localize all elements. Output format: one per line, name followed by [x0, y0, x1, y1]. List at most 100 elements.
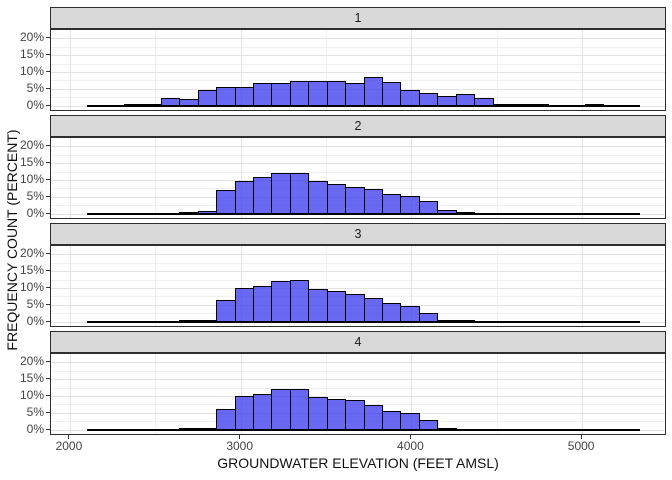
y-axis-tick-label: 10% — [19, 387, 44, 402]
histogram-bar — [235, 86, 254, 106]
gridline-vertical-major — [69, 354, 71, 434]
gridline-horizontal-major — [51, 163, 665, 165]
facet-strip-label: 4 — [354, 335, 362, 349]
gridline-vertical-major — [240, 30, 242, 110]
gridline-vertical-major — [69, 138, 71, 218]
y-axis-tick-label: 15% — [19, 371, 44, 386]
y-axis-tick — [46, 87, 50, 89]
histogram-bar — [290, 279, 309, 322]
y-axis-tick-label: 5% — [26, 296, 44, 311]
gridline-vertical-major — [411, 30, 413, 110]
y-axis-tick — [46, 162, 50, 164]
y-axis-tick — [46, 394, 50, 396]
gridline-horizontal-major — [51, 38, 665, 40]
histogram-bar — [179, 98, 199, 106]
gridline-vertical-minor — [496, 138, 498, 218]
gridline-horizontal-major — [51, 71, 665, 73]
histogram-bar — [327, 183, 346, 214]
facet-strip-label: 2 — [354, 119, 362, 133]
y-axis-tick-label: 10% — [19, 279, 44, 294]
histogram-bar — [253, 393, 272, 430]
histogram-bar — [216, 408, 236, 430]
histogram-bar — [308, 396, 328, 430]
y-axis-tick — [46, 37, 50, 39]
facet-strip: 3 — [50, 223, 666, 245]
y-axis-tick-label: 0% — [26, 97, 44, 112]
y-axis-tick — [46, 270, 50, 272]
histogram-bar — [437, 95, 457, 106]
histogram-bar — [308, 288, 328, 322]
gridline-vertical-minor — [326, 138, 328, 218]
gridline-vertical-major — [582, 138, 584, 218]
histogram-bar — [198, 210, 217, 214]
y-axis-tick — [46, 253, 50, 255]
gridline-horizontal-minor — [51, 279, 665, 281]
histogram-bar — [124, 103, 143, 106]
histogram-bar — [198, 319, 217, 322]
histogram-bar — [253, 285, 272, 322]
histogram-bar — [400, 412, 420, 430]
histogram-bar — [400, 195, 420, 214]
histogram-bar — [327, 398, 346, 430]
histogram-baseline — [87, 104, 641, 107]
histogram-bar — [216, 86, 236, 106]
histogram-bar — [308, 180, 328, 214]
gridline-horizontal-minor — [51, 80, 665, 82]
gridline-horizontal-minor — [51, 387, 665, 389]
histogram-bar — [511, 103, 531, 106]
gridline-horizontal-major — [51, 146, 665, 148]
histogram-bar — [235, 180, 254, 214]
gridline-horizontal-minor — [51, 46, 665, 48]
gridline-vertical-major — [240, 354, 242, 434]
histogram-baseline — [87, 212, 641, 215]
gridline-vertical-minor — [496, 354, 498, 434]
gridline-horizontal-major — [51, 395, 665, 397]
gridline-vertical-major — [582, 354, 584, 434]
x-axis-tick-label: 2000 — [55, 439, 83, 453]
x-axis-tick — [239, 435, 241, 439]
gridline-horizontal-major — [51, 379, 665, 381]
histogram-bar — [271, 388, 291, 430]
y-axis-tick-label: 5% — [26, 404, 44, 419]
y-axis-tick — [46, 195, 50, 197]
histogram-bar — [179, 319, 199, 322]
histogram-bar — [290, 388, 309, 430]
y-axis-tick — [46, 428, 50, 430]
gridline-vertical-minor — [326, 246, 328, 326]
y-axis-tick-label: 5% — [26, 188, 44, 203]
y-axis-tick-label: 20% — [19, 246, 44, 261]
histogram-bar — [198, 89, 217, 106]
y-axis-tick-label: 0% — [26, 421, 44, 436]
histogram-bar — [364, 404, 383, 430]
histogram-bar — [364, 188, 383, 214]
x-axis-tick-label: 4000 — [397, 439, 424, 453]
gridline-horizontal-minor — [51, 154, 665, 156]
histogram-bar — [216, 189, 236, 214]
y-axis-tick — [46, 303, 50, 305]
x-axis-tick-label: 5000 — [567, 439, 595, 453]
histogram-bar — [345, 399, 365, 430]
y-axis-tick — [46, 54, 50, 56]
histogram-bar — [456, 319, 475, 322]
y-axis-tick — [46, 361, 50, 363]
gridline-horizontal-major — [51, 362, 665, 364]
y-axis-tick-label: 15% — [19, 47, 44, 62]
y-axis-tick — [46, 70, 50, 72]
histogram-bar — [235, 395, 254, 430]
histogram-bar — [493, 103, 512, 106]
facet-panel — [50, 29, 666, 111]
x-axis-tick-label: 3000 — [226, 439, 254, 453]
gridline-vertical-major — [240, 246, 242, 326]
histogram-bar — [382, 193, 401, 214]
facet-panel — [50, 137, 666, 219]
histogram-bar — [437, 427, 457, 430]
gridline-horizontal-major — [51, 254, 665, 256]
y-axis-tick — [46, 212, 50, 214]
histogram-bar — [437, 209, 457, 214]
facet-strip: 2 — [50, 115, 666, 137]
gridline-horizontal-minor — [51, 63, 665, 65]
histogram-bar — [253, 82, 272, 106]
gridline-horizontal-minor — [51, 262, 665, 264]
histogram-bar — [456, 93, 475, 106]
y-axis-tick-label: 20% — [19, 30, 44, 45]
